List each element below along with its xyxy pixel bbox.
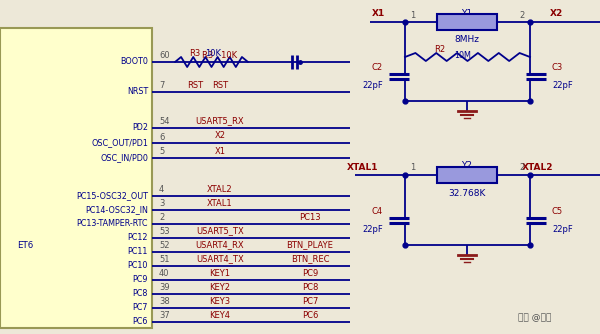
Text: PC9: PC9 xyxy=(133,276,148,285)
Text: PC14-OSC32_IN: PC14-OSC32_IN xyxy=(85,205,148,214)
Text: 10M: 10M xyxy=(455,50,472,59)
Text: PC9: PC9 xyxy=(302,269,318,278)
Text: 2: 2 xyxy=(520,164,524,172)
Text: RST: RST xyxy=(212,80,228,90)
Text: PC13-TAMPER-RTC: PC13-TAMPER-RTC xyxy=(77,219,148,228)
Text: C3: C3 xyxy=(552,62,563,71)
Text: OSC_IN/PD0: OSC_IN/PD0 xyxy=(100,154,148,163)
Text: R3: R3 xyxy=(190,48,200,57)
Text: 22pF: 22pF xyxy=(362,81,383,91)
Text: 2: 2 xyxy=(520,10,524,19)
Text: PC6: PC6 xyxy=(133,318,148,327)
Text: XTAL2: XTAL2 xyxy=(207,184,233,193)
Text: BOOT0: BOOT0 xyxy=(120,57,148,66)
Text: 60: 60 xyxy=(159,51,170,60)
Text: Y1: Y1 xyxy=(461,8,473,17)
Text: X2: X2 xyxy=(550,9,563,18)
Text: X1: X1 xyxy=(371,9,385,18)
Text: X2: X2 xyxy=(215,132,226,141)
Text: 52: 52 xyxy=(159,241,170,250)
Text: 22pF: 22pF xyxy=(362,225,383,234)
Text: NRST: NRST xyxy=(127,88,148,97)
Text: X1: X1 xyxy=(215,147,226,156)
Text: C4: C4 xyxy=(372,206,383,215)
Text: 8MHz: 8MHz xyxy=(455,35,479,44)
Text: KEY4: KEY4 xyxy=(209,311,230,320)
Text: KEY2: KEY2 xyxy=(209,283,230,292)
Text: 1: 1 xyxy=(410,10,416,19)
Text: R3   10K: R3 10K xyxy=(202,50,238,59)
Text: 54: 54 xyxy=(159,118,170,127)
Text: R2: R2 xyxy=(434,44,446,53)
Text: 2: 2 xyxy=(159,213,164,222)
Text: OSC_OUT/PD1: OSC_OUT/PD1 xyxy=(91,139,148,148)
Text: 10K: 10K xyxy=(205,48,221,57)
Text: 4: 4 xyxy=(159,185,164,194)
Text: USART5_RX: USART5_RX xyxy=(196,117,244,126)
FancyBboxPatch shape xyxy=(0,28,152,328)
Text: PC11: PC11 xyxy=(128,247,148,257)
Text: PC12: PC12 xyxy=(128,233,148,242)
Text: PC8: PC8 xyxy=(302,283,318,292)
Text: 39: 39 xyxy=(159,284,170,293)
FancyBboxPatch shape xyxy=(437,14,497,30)
FancyBboxPatch shape xyxy=(437,167,497,183)
Text: USART5_TX: USART5_TX xyxy=(196,226,244,235)
Text: PC7: PC7 xyxy=(133,304,148,313)
Text: 53: 53 xyxy=(159,227,170,236)
Text: KEY1: KEY1 xyxy=(209,269,230,278)
Text: PC13: PC13 xyxy=(299,212,321,221)
Text: 5: 5 xyxy=(159,148,164,157)
Text: KEY3: KEY3 xyxy=(209,297,230,306)
Text: PC6: PC6 xyxy=(302,311,318,320)
Text: 51: 51 xyxy=(159,256,170,265)
Text: 32.768K: 32.768K xyxy=(448,188,485,197)
Text: 知乎 @小哈: 知乎 @小哈 xyxy=(518,314,551,323)
Text: XTAL1: XTAL1 xyxy=(347,163,379,171)
Text: 22pF: 22pF xyxy=(552,225,573,234)
Text: 38: 38 xyxy=(159,298,170,307)
Text: 1: 1 xyxy=(410,164,416,172)
Text: ET6: ET6 xyxy=(17,240,33,249)
Text: PC8: PC8 xyxy=(133,290,148,299)
Text: C5: C5 xyxy=(552,206,563,215)
Text: PD2: PD2 xyxy=(132,124,148,133)
Text: Y2: Y2 xyxy=(461,162,473,170)
Text: 37: 37 xyxy=(159,312,170,321)
Text: PC15-OSC32_OUT: PC15-OSC32_OUT xyxy=(76,191,148,200)
Text: PC7: PC7 xyxy=(302,297,318,306)
Text: USART4_TX: USART4_TX xyxy=(196,255,244,264)
Text: 6: 6 xyxy=(159,133,164,142)
Text: C2: C2 xyxy=(372,62,383,71)
Text: BTN_PLAYE: BTN_PLAYE xyxy=(287,240,334,249)
Text: PC10: PC10 xyxy=(128,262,148,271)
Text: RST: RST xyxy=(187,80,203,90)
Text: 22pF: 22pF xyxy=(552,81,573,91)
Text: BTN_REC: BTN_REC xyxy=(291,255,329,264)
Text: USART4_RX: USART4_RX xyxy=(196,240,244,249)
Text: 7: 7 xyxy=(159,81,164,91)
Text: XTAL2: XTAL2 xyxy=(522,163,554,171)
Text: XTAL1: XTAL1 xyxy=(207,198,233,207)
Text: 3: 3 xyxy=(159,199,164,208)
Text: 40: 40 xyxy=(159,270,170,279)
